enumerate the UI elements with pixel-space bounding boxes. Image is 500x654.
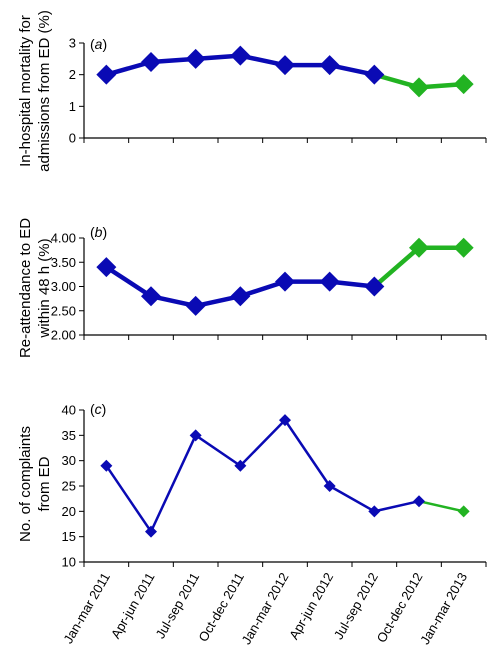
x-tick-label: Jan-mar 2012 <box>238 570 291 647</box>
data-point <box>185 48 206 69</box>
data-point <box>364 276 385 297</box>
data-point <box>409 237 429 258</box>
panel-1: 0 1 2 3 (a) In-hospital mortality for admissio… <box>17 10 487 172</box>
data-point <box>279 414 291 427</box>
y-tick-label: 2.50 <box>51 303 76 318</box>
x-tick-label: Apr-jun 2012 <box>286 570 336 642</box>
y-axis-label: Re-attendance to ED within 48 h (%) <box>17 218 53 358</box>
data-point <box>96 257 117 278</box>
y-tick-label: 25 <box>62 479 76 494</box>
series-segment <box>283 418 331 488</box>
panel-3: 10 15 20 25 30 35 40 (c) No. of complaints from E… <box>17 401 487 647</box>
x-tick-label: Apr-jun 2011 <box>108 570 158 641</box>
data-point <box>275 55 295 76</box>
series-segment <box>373 499 421 513</box>
x-tick-label: Oct-dec 2011 <box>195 570 247 644</box>
data-point <box>453 74 474 95</box>
x-tick-label: Jul-sep 2012 <box>331 570 381 642</box>
series-segment <box>194 434 242 467</box>
y-tick-label: 35 <box>62 428 76 443</box>
y-tick-label: 10 <box>62 555 76 570</box>
y-tick-label: 2 <box>69 67 76 82</box>
series-segment <box>104 264 154 299</box>
x-tick-label: Jul-sep 2011 <box>153 570 203 641</box>
series-segment <box>149 434 197 533</box>
series-segment <box>105 464 153 533</box>
y-tick-label: 4.00 <box>51 231 76 246</box>
y-tick-label: 40 <box>62 403 76 418</box>
panel-2: 2.00 2.50 3.00 3.50 4.00 (b) Re-attendance to … <box>17 218 487 358</box>
data-point <box>319 271 340 292</box>
data-point <box>189 429 202 442</box>
y-tick-label: 3.50 <box>51 255 76 270</box>
data-point <box>413 495 425 508</box>
x-tick-label: Jan-mar 2013 <box>417 570 470 647</box>
data-point <box>275 271 295 292</box>
y-axis-label: In-hospital mortality for admissions from… <box>17 10 53 172</box>
data-point <box>368 505 381 518</box>
data-point <box>230 286 251 307</box>
series-segment <box>239 418 287 467</box>
panel-label: (c) <box>90 401 106 417</box>
data-point <box>230 45 251 66</box>
data-point <box>409 77 429 98</box>
y-tick-label: 1 <box>69 99 76 114</box>
x-tick-label: Oct-dec 2012 <box>374 570 426 645</box>
data-point <box>319 55 340 76</box>
series-segment <box>372 245 422 289</box>
y-tick-label: 0 <box>69 131 76 146</box>
panel-label: (a) <box>90 36 107 52</box>
data-point <box>145 525 157 538</box>
data-point <box>234 459 247 472</box>
data-point <box>185 295 206 316</box>
data-point <box>100 459 113 472</box>
series-segment <box>328 484 376 513</box>
data-point <box>96 64 117 85</box>
y-tick-label: 3 <box>69 36 76 51</box>
y-tick-label: 2.00 <box>51 328 76 343</box>
data-point <box>364 64 385 85</box>
y-tick-label: 3.00 <box>51 279 76 294</box>
data-point <box>457 505 470 518</box>
y-axis-label: No. of complaints from ED <box>17 426 53 542</box>
data-point <box>141 286 161 307</box>
data-point <box>453 237 474 258</box>
y-tick-label: 20 <box>62 504 76 519</box>
y-tick-label: 15 <box>62 529 76 544</box>
series-segment <box>417 499 465 513</box>
x-tick-label: Jan-mar 2011 <box>60 570 113 646</box>
data-point <box>323 480 336 492</box>
data-point <box>141 52 161 72</box>
panel-label: (b) <box>90 224 107 240</box>
y-tick-label: 30 <box>62 453 76 468</box>
